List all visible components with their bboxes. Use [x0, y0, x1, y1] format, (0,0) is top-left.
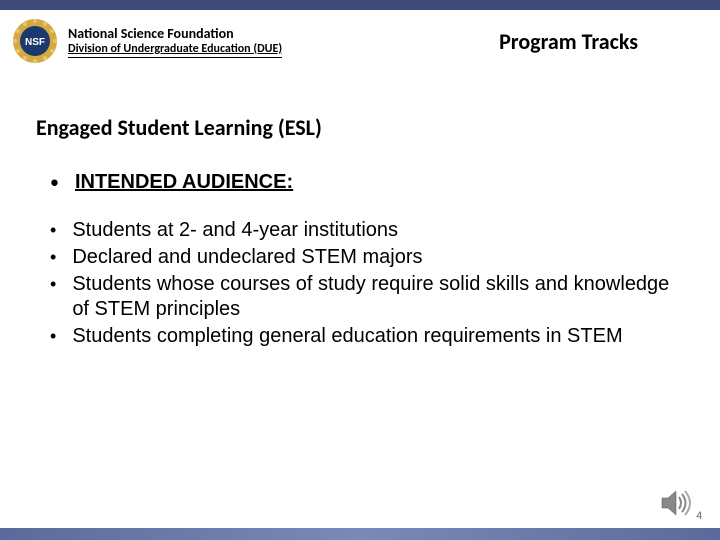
top-accent-bar	[0, 0, 720, 10]
list-item: • Students at 2- and 4-year institutions	[50, 218, 670, 243]
division-name: Division of Undergraduate Education (DUE…	[68, 42, 282, 58]
bullet-marker: •	[50, 221, 56, 239]
header: NSF National Science Foundation Division…	[0, 10, 720, 64]
list-item: • Students completing general education …	[50, 324, 670, 349]
bullet-marker: •	[50, 173, 59, 191]
bullet-text: Students completing general education re…	[72, 324, 622, 349]
bullet-list: • Students at 2- and 4-year institutions…	[50, 218, 670, 349]
bullet-text: Students at 2- and 4-year institutions	[72, 218, 398, 243]
audio-speaker-icon[interactable]	[658, 486, 692, 520]
list-item: • Declared and undeclared STEM majors	[50, 245, 670, 270]
audience-label: INTENDED AUDIENCE:	[75, 171, 293, 194]
bullet-marker: •	[50, 327, 56, 345]
bottom-accent-bar	[0, 528, 720, 540]
page-title: Program Tracks	[499, 28, 638, 55]
bullet-marker: •	[50, 248, 56, 266]
bullet-text: Declared and undeclared STEM majors	[72, 245, 422, 270]
bullet-text: Students whose courses of study require …	[72, 272, 670, 322]
bullet-marker: •	[50, 275, 56, 293]
header-text-block: National Science Foundation Division of …	[68, 25, 282, 58]
page-number: 4	[696, 509, 702, 522]
list-item: • Students whose courses of study requir…	[50, 272, 670, 322]
org-name: National Science Foundation	[68, 25, 282, 42]
svg-text:NSF: NSF	[25, 37, 45, 48]
section-title: Engaged Student Learning (ESL)	[36, 114, 720, 141]
content-area: • INTENDED AUDIENCE: • Students at 2- an…	[50, 171, 670, 349]
audience-heading-row: • INTENDED AUDIENCE:	[50, 171, 670, 194]
nsf-logo: NSF	[12, 18, 58, 64]
